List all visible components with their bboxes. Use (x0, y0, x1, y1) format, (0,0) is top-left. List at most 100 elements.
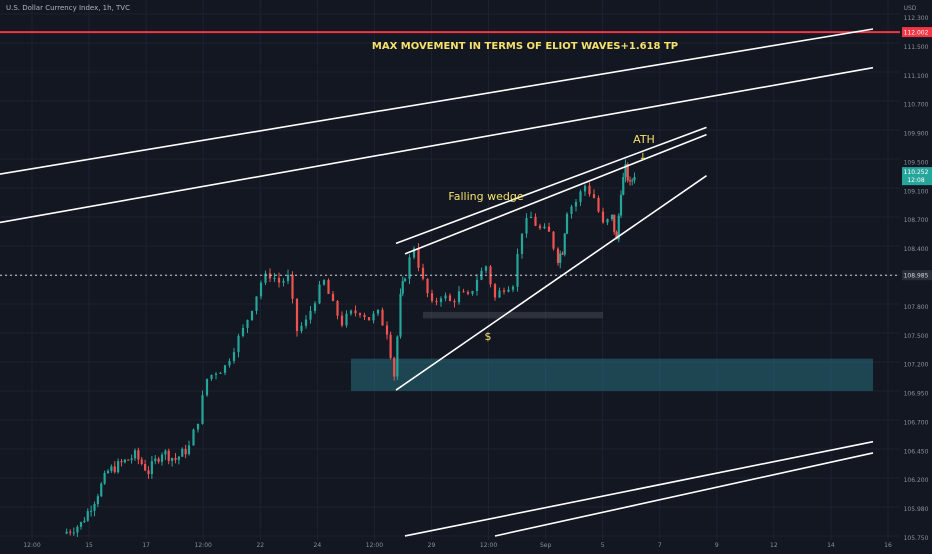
time-tick-label: 5 (601, 542, 605, 549)
time-tick-label: 9 (715, 542, 719, 549)
candle-body (435, 301, 438, 303)
candle-body (133, 450, 137, 459)
candle-body (223, 365, 227, 373)
candle-body (291, 274, 294, 299)
trendline-wedge_top_2 (404, 133, 707, 255)
resistance-price-label: 112.002 (904, 30, 929, 37)
candle-body (466, 292, 470, 294)
candle-body (318, 284, 321, 304)
candle-body (246, 319, 249, 328)
candle-body (363, 314, 366, 318)
price-tick-label: 106.950 (904, 391, 929, 398)
candle-body (237, 335, 240, 353)
candle-body (583, 185, 587, 192)
candle-body (615, 232, 618, 240)
candle-body (399, 293, 402, 337)
candle-body (150, 461, 153, 475)
candle-body (300, 325, 303, 332)
candle-body (624, 163, 627, 178)
chart-title-annotation: MAX MOVEMENT IN TERMS OF ELIOT WAVES+1.6… (372, 41, 678, 52)
candle-body (187, 445, 191, 455)
symbol-header[interactable]: U.S. Dollar Currency Index, 1h, TVC (6, 4, 130, 12)
candle-body (201, 395, 204, 424)
trendline-layer (0, 28, 900, 537)
price-tick-label: 111.500 (904, 44, 929, 51)
candle-body (613, 214, 616, 233)
trendline-lower_parallel_1 (404, 440, 874, 537)
trendline-upper_channel_1 (0, 28, 874, 175)
candle-body (123, 459, 126, 463)
ath-annotation: ATH (633, 133, 655, 146)
candle-body (462, 291, 465, 293)
candle-body (336, 301, 339, 316)
candle-body (268, 273, 272, 279)
candle-body (100, 483, 103, 497)
candle-body (426, 278, 429, 294)
candle-body (484, 266, 488, 271)
resistance-price-badge (902, 27, 932, 38)
candle-body (619, 194, 623, 216)
candle-body (117, 461, 120, 473)
candle-body (588, 185, 591, 195)
candle-body (282, 281, 285, 283)
time-tick-label: 15 (85, 542, 93, 549)
candle-body (493, 284, 497, 298)
price-tick-label: 106.200 (904, 477, 929, 484)
candle-body (313, 303, 317, 311)
candle-body (205, 378, 209, 396)
candle-body (147, 470, 150, 475)
time-tick-label: 12 (770, 542, 778, 549)
candle-body (367, 317, 371, 321)
candle-body (96, 496, 99, 504)
time-tick-label: 22 (256, 542, 264, 549)
candle-body (65, 531, 68, 534)
candle-body (565, 213, 569, 234)
candle-body (120, 461, 123, 463)
candle-body (556, 248, 560, 263)
time-tick-label: 14 (827, 542, 835, 549)
candle-body (439, 298, 443, 303)
candle-body (327, 280, 330, 294)
candle-body (167, 450, 170, 461)
time-tick-label: 12:00 (23, 542, 40, 549)
dollar-annotation: $ (485, 330, 492, 343)
candle-body (255, 296, 258, 311)
candle-body (140, 459, 143, 464)
candle-body (597, 197, 600, 212)
candle-body (385, 325, 389, 335)
candle-body (520, 233, 524, 254)
candle-body (633, 177, 636, 181)
time-tick-label: 16 (884, 542, 892, 549)
candle-body (448, 295, 452, 301)
currency-label: USD (904, 5, 917, 12)
candle-body (232, 352, 236, 362)
candle-body (606, 219, 609, 223)
demand-zone (351, 358, 873, 391)
falling-wedge-annotation: Falling wedge (448, 190, 523, 203)
candle-body (160, 454, 164, 462)
candle-body (475, 279, 479, 292)
candle-body (552, 231, 555, 249)
price-tick-label: 105.980 (904, 506, 929, 513)
candle-body (228, 361, 231, 366)
candle-body (184, 448, 187, 455)
candle-body (154, 458, 157, 462)
price-tick-label: 107.800 (904, 304, 929, 311)
candle-body (103, 473, 106, 484)
candle-body (304, 319, 308, 326)
candle-body (622, 177, 625, 195)
candle-body (130, 458, 133, 460)
candle-body (164, 450, 167, 455)
zone-layer (351, 311, 873, 391)
price-tick-label: 107.500 (904, 333, 929, 340)
candle-body (106, 470, 110, 474)
candle-body (127, 459, 130, 461)
price-tick-label: 111.100 (904, 73, 929, 80)
time-tick-label: 24 (314, 542, 322, 549)
candle-body (610, 214, 614, 220)
candle-body (507, 289, 510, 292)
time-tick-label: 12:00 (480, 542, 497, 549)
candle-body (502, 290, 506, 292)
candle-body (210, 374, 213, 379)
